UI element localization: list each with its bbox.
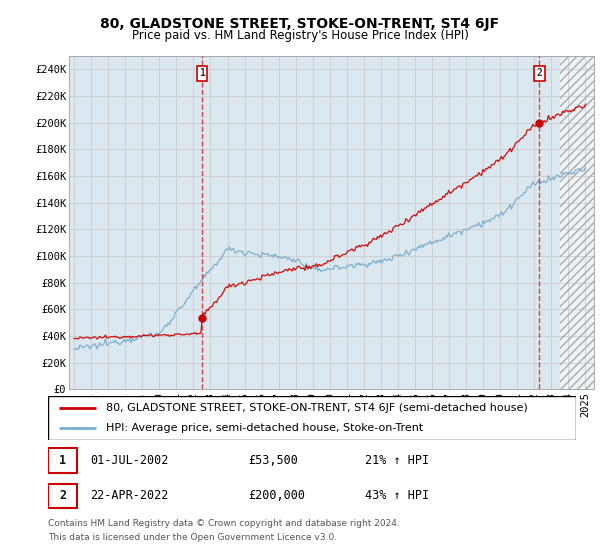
FancyBboxPatch shape [48, 396, 576, 440]
Text: HPI: Average price, semi-detached house, Stoke-on-Trent: HPI: Average price, semi-detached house,… [106, 423, 424, 433]
Text: This data is licensed under the Open Government Licence v3.0.: This data is licensed under the Open Gov… [48, 533, 337, 542]
Bar [560, 56, 594, 389]
Text: 2: 2 [536, 68, 542, 78]
Text: £53,500: £53,500 [248, 454, 299, 467]
Text: 2: 2 [59, 489, 66, 502]
Text: Price paid vs. HM Land Registry's House Price Index (HPI): Price paid vs. HM Land Registry's House … [131, 29, 469, 42]
Bar [560, 56, 594, 389]
Text: Contains HM Land Registry data © Crown copyright and database right 2024.: Contains HM Land Registry data © Crown c… [48, 519, 400, 528]
Text: 80, GLADSTONE STREET, STOKE-ON-TRENT, ST4 6JF (semi-detached house): 80, GLADSTONE STREET, STOKE-ON-TRENT, ST… [106, 403, 528, 413]
Text: 43% ↑ HPI: 43% ↑ HPI [365, 489, 429, 502]
Text: £200,000: £200,000 [248, 489, 305, 502]
Text: 01-JUL-2002: 01-JUL-2002 [90, 454, 169, 467]
Text: 80, GLADSTONE STREET, STOKE-ON-TRENT, ST4 6JF: 80, GLADSTONE STREET, STOKE-ON-TRENT, ST… [100, 17, 500, 31]
FancyBboxPatch shape [48, 448, 77, 473]
Text: 22-APR-2022: 22-APR-2022 [90, 489, 169, 502]
Text: 1: 1 [199, 68, 205, 78]
Text: 1: 1 [59, 454, 66, 467]
Text: 21% ↑ HPI: 21% ↑ HPI [365, 454, 429, 467]
FancyBboxPatch shape [48, 484, 77, 508]
